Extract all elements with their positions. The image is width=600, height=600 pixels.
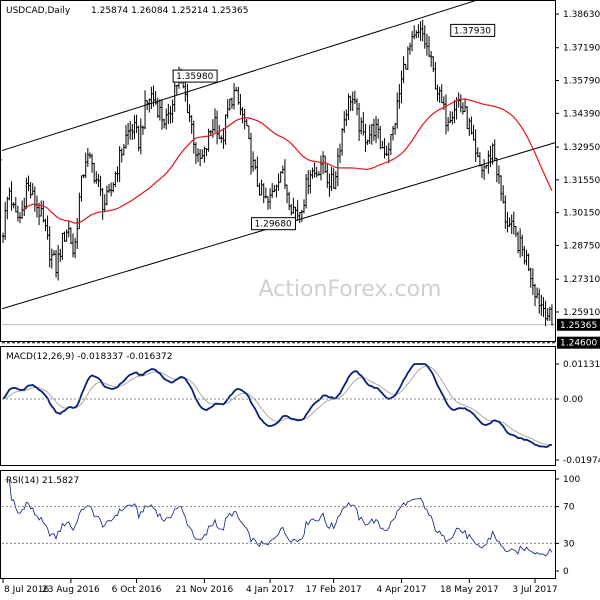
macd-lines (2, 363, 552, 448)
price-panel-frame (0, 0, 556, 342)
price-tick-label: 1.37190 (563, 44, 600, 54)
price-bars (1, 19, 554, 327)
date-tick-label: 4 Jan 2017 (246, 585, 294, 595)
macd-tick-label: -0.019749 (563, 456, 600, 466)
price-header-symbol: USDCAD,Daily (6, 6, 71, 16)
rsi-axis: 100 70 30 0 (2, 475, 580, 577)
macd-label: MACD(12,26,9) -0.018337 -0.016372 (6, 352, 172, 362)
last-price-box (557, 318, 600, 331)
support-box (557, 336, 600, 349)
price-tick-label: 1.35790 (563, 77, 600, 87)
callout-box (450, 23, 496, 37)
date-tick-label: 17 Feb 2017 (306, 585, 362, 595)
rsi-tick-label: 100 (563, 475, 580, 485)
rsi-label: RSI(14) 21.5827 (6, 476, 79, 486)
price-tick-label: 1.32950 (563, 143, 600, 153)
rsi-panel-frame (0, 470, 556, 579)
price-gridlines (2, 324, 555, 344)
price-header-ohlc: 1.25874 1.26084 1.25214 1.25365 (91, 6, 248, 16)
date-tick-label: 21 Nov 2016 (176, 585, 234, 595)
date-tick-label: 23 Aug 2016 (42, 585, 100, 595)
macd-panel-frame (0, 346, 556, 466)
callout-label: 1.37930 (454, 26, 491, 36)
price-tick-label: 1.25910 (563, 308, 600, 318)
macd-tick-label: 0.00 (563, 395, 583, 405)
price-tick-label: 1.27310 (563, 275, 600, 285)
support-label: 1.24600 (560, 339, 597, 349)
callout-label: 1.35980 (176, 72, 213, 82)
rsi-lines (5, 479, 553, 557)
watermark: ActionForex.com (259, 277, 442, 302)
date-tick-label: 3 Jul 2017 (512, 585, 557, 595)
price-tick-label: 1.28750 (563, 241, 600, 251)
macd-axis: 0.011318 0.00 -0.019749 (2, 360, 600, 466)
macd-signal-line (2, 365, 552, 446)
price-tick-label: 1.30150 (563, 209, 600, 219)
macd-tick-label: 0.011318 (563, 360, 600, 370)
callout-label: 1.29680 (255, 220, 292, 230)
price-axis: 1.38630 1.37190 1.35790 1.34390 1.32950 1.315… (555, 10, 600, 349)
rsi-line (5, 479, 553, 557)
sma-line (23, 98, 553, 224)
last-price-label: 1.25365 (560, 321, 597, 331)
date-tick-label: 18 May 2017 (440, 585, 499, 595)
date-tick-label: 6 Oct 2016 (112, 585, 162, 595)
callout-box (251, 217, 297, 231)
price-callouts: 1.37930 1.35980 1.29680 (172, 23, 496, 231)
macd-line (2, 363, 552, 448)
rsi-tick-label: 0 (563, 567, 569, 577)
price-tick-label: 1.31550 (563, 176, 600, 186)
date-tick-label: 8 Jul 2016 (4, 585, 49, 595)
rsi-tick-label: 70 (563, 503, 575, 513)
channel-upper (1, 0, 479, 152)
price-tick-label: 1.38630 (563, 10, 600, 20)
date-tick-label: 4 Apr 2017 (377, 585, 427, 595)
moving-average (23, 98, 553, 224)
rsi-tick-label: 30 (563, 539, 575, 549)
price-tick-label: 1.34390 (563, 109, 600, 119)
callout-box (172, 69, 218, 83)
